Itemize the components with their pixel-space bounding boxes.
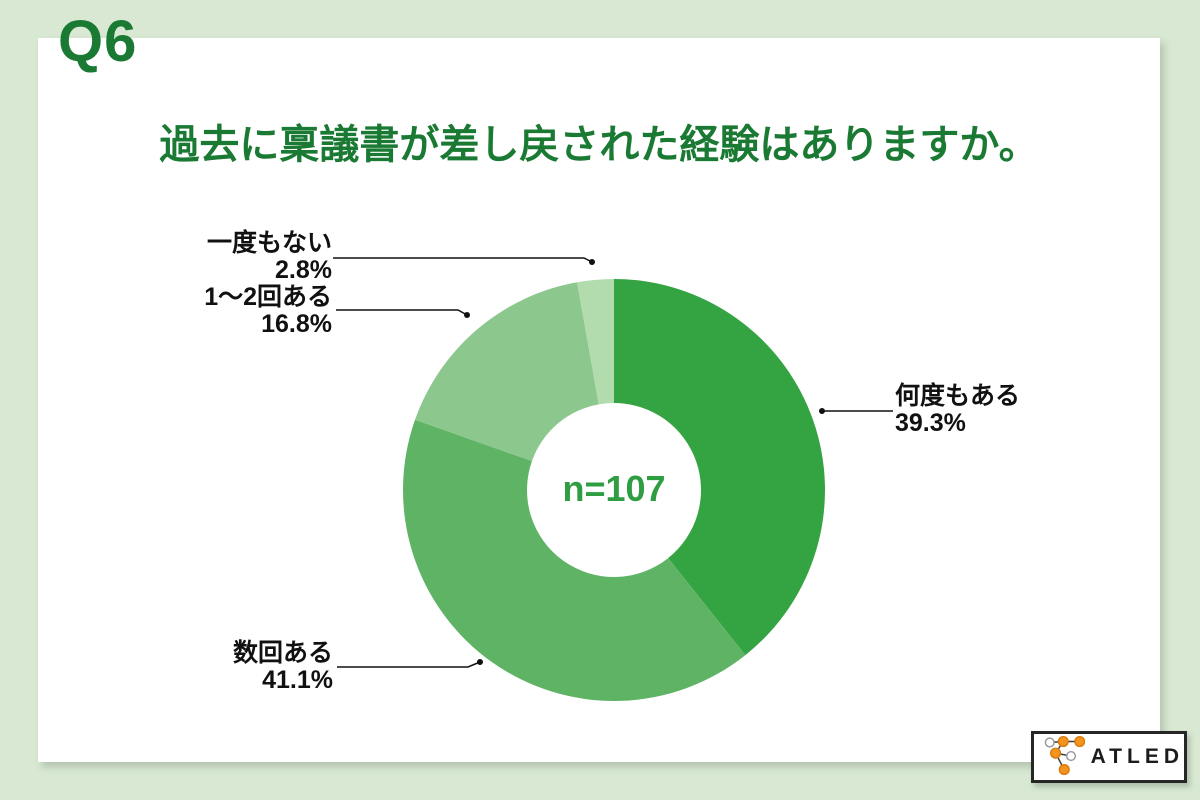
callout-percent: 39.3% <box>895 409 966 437</box>
donut-segment-1 <box>403 419 746 701</box>
callout-percent: 41.1% <box>262 666 333 694</box>
callout-label: 1〜2回ある <box>204 283 332 311</box>
callout-sukai: 数回ある 41.1% <box>233 640 333 694</box>
donut-segment-3 <box>577 279 614 405</box>
donut-segment-0 <box>614 279 825 656</box>
donut-chart-svg <box>403 279 825 701</box>
atled-logo: ATLED <box>1031 731 1187 783</box>
callout-percent: 16.8% <box>261 310 332 338</box>
donut-chart <box>394 270 834 710</box>
atled-logo-text: ATLED <box>1090 745 1184 768</box>
question-number: Q6 <box>58 9 138 74</box>
callout-percent: 2.8% <box>275 256 332 284</box>
callout-label: 何度もある <box>895 382 1021 410</box>
donut-segment-2 <box>415 282 599 462</box>
callout-label: 数回ある <box>232 639 333 667</box>
chart-title: 過去に稟議書が差し戻された経験はありますか。 <box>159 123 1039 167</box>
sample-size-label: n=107 <box>562 468 666 509</box>
callout-label: 一度もない <box>206 229 332 257</box>
callout-ichinikai: 1〜2回ある 16.8% <box>204 284 332 338</box>
atled-logo-mark-icon <box>1044 735 1085 776</box>
callout-nandomo: 何度もある 39.3% <box>895 383 1020 437</box>
callout-ichidomonai: 一度もない 2.8% <box>207 230 332 284</box>
